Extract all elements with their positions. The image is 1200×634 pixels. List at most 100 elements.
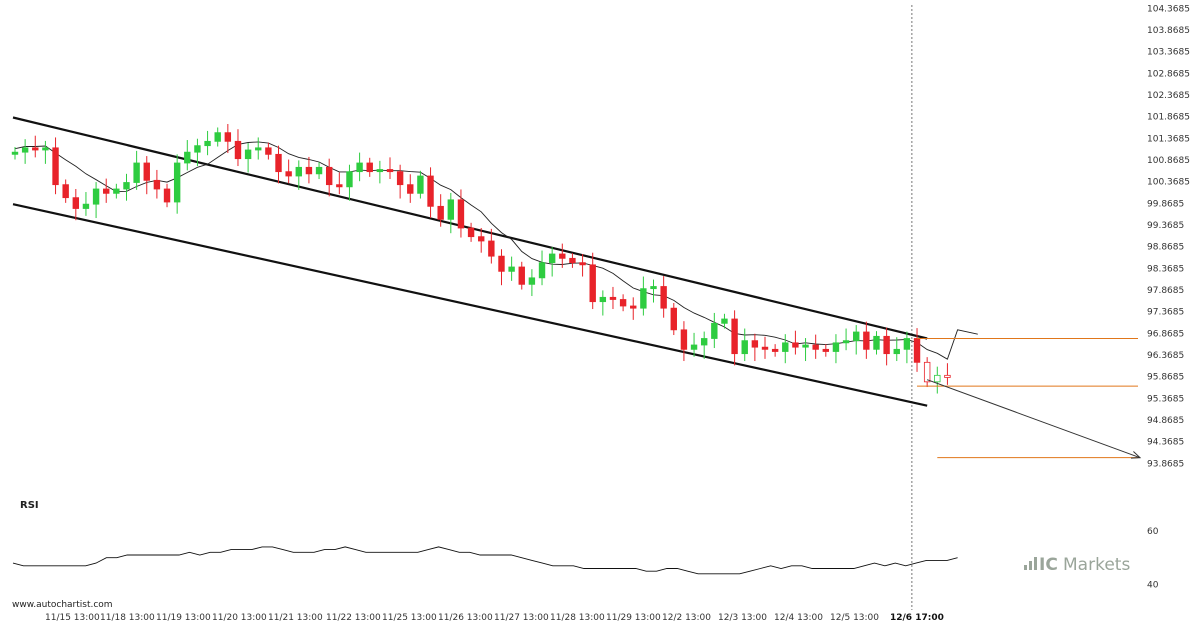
candle <box>934 366 941 394</box>
candle-body <box>630 305 637 309</box>
candle <box>103 178 110 203</box>
y-tick-label: 101.3685 <box>1147 134 1190 144</box>
candle-body <box>812 344 819 350</box>
candle-body <box>548 253 556 264</box>
x-axis: 11/15 13:00 11/18 13:00 11/19 13:00 11/20 1… <box>45 613 944 623</box>
candle <box>427 167 434 219</box>
x-tick-label: 12/4 13:00 <box>774 613 823 623</box>
candle <box>153 169 161 199</box>
y-tick-label: 97.8685 <box>1147 286 1184 296</box>
candle <box>782 334 789 364</box>
candle <box>893 337 900 362</box>
candle <box>630 297 637 320</box>
candle-body <box>478 236 485 242</box>
candle-body <box>163 188 171 203</box>
candle <box>305 156 313 184</box>
y-tick-label: 101.8685 <box>1147 113 1190 123</box>
candle <box>62 179 69 203</box>
candle-body <box>376 169 384 173</box>
x-tick-label: 11/20 13:00 <box>212 613 267 623</box>
candle-body <box>711 322 718 339</box>
y-tick-label: 93.8685 <box>1147 459 1184 469</box>
x-tick-label: 11/21 13:00 <box>268 613 323 623</box>
candle <box>751 333 759 362</box>
candle <box>609 286 617 310</box>
candle <box>315 162 323 180</box>
candle-body <box>224 132 232 142</box>
candle <box>903 331 911 364</box>
candle-body <box>842 340 850 344</box>
candle-body <box>832 342 840 352</box>
candle-body <box>62 184 69 199</box>
x-tick-label: 11/28 13:00 <box>550 613 605 623</box>
candle <box>498 249 505 286</box>
candle <box>447 192 455 234</box>
y-tick-label: 99.8685 <box>1147 199 1184 209</box>
candle-body <box>934 374 941 383</box>
candle <box>265 142 272 160</box>
candle <box>92 182 100 219</box>
candle-body <box>204 140 211 147</box>
candle-layer <box>11 124 951 394</box>
candle <box>538 250 546 286</box>
source-footer: www.autochartist.com <box>12 600 113 610</box>
candle <box>366 157 373 177</box>
candle <box>82 192 90 216</box>
candle-body <box>305 166 313 175</box>
candle <box>711 312 718 349</box>
x-tick-label: 12/2 13:00 <box>662 613 711 623</box>
brand-logo-bar <box>1034 557 1037 570</box>
candle <box>123 173 130 201</box>
candle <box>346 164 353 201</box>
candle-body <box>802 344 809 348</box>
candle-body <box>579 262 586 266</box>
candle-body <box>285 171 292 177</box>
candle <box>690 332 698 357</box>
candle <box>356 152 363 182</box>
candle <box>376 160 384 184</box>
x-tick-label: 11/27 13:00 <box>494 613 549 623</box>
candle-body <box>315 166 323 175</box>
candle-body <box>660 286 667 309</box>
candle <box>336 172 343 195</box>
candle <box>285 159 292 184</box>
x-tick-label: 11/25 13:00 <box>382 613 437 623</box>
rsi-line <box>12 546 958 575</box>
candle <box>528 269 536 297</box>
candle <box>113 183 120 199</box>
candle-body <box>650 286 657 290</box>
candle <box>589 252 596 310</box>
candle <box>244 143 252 173</box>
candle <box>194 138 201 167</box>
y-tick-label: 95.8685 <box>1147 373 1184 383</box>
brand-logo-bar <box>1029 561 1032 570</box>
candle-body <box>913 338 921 363</box>
candle-body <box>265 147 272 155</box>
candle-body <box>427 175 434 207</box>
candle <box>873 331 880 355</box>
candle-body <box>457 199 465 229</box>
y-tick-label: 97.3685 <box>1147 308 1184 318</box>
candle-body <box>417 175 424 194</box>
brand-logo: IC Markets <box>1024 555 1130 575</box>
projection-arrow-head <box>1130 451 1142 459</box>
x-tick-label: 11/19 13:00 <box>156 613 211 623</box>
rsi-tick-label: 60 <box>1147 527 1159 537</box>
candle-body <box>569 257 576 264</box>
candle <box>386 157 394 180</box>
candle-body <box>609 296 617 300</box>
candle-body <box>72 197 80 209</box>
candle-body <box>173 162 181 203</box>
candle <box>579 254 586 277</box>
candle <box>741 328 748 362</box>
candle-body <box>184 151 191 164</box>
candle <box>832 334 840 364</box>
candle-body <box>771 348 779 352</box>
candle <box>599 290 607 316</box>
candle-body <box>396 171 404 186</box>
candle-body <box>853 331 860 342</box>
candle <box>518 261 525 290</box>
candle-body <box>437 205 444 220</box>
rsi-panel: 60 40 <box>12 527 1159 591</box>
candle-body <box>751 340 759 348</box>
